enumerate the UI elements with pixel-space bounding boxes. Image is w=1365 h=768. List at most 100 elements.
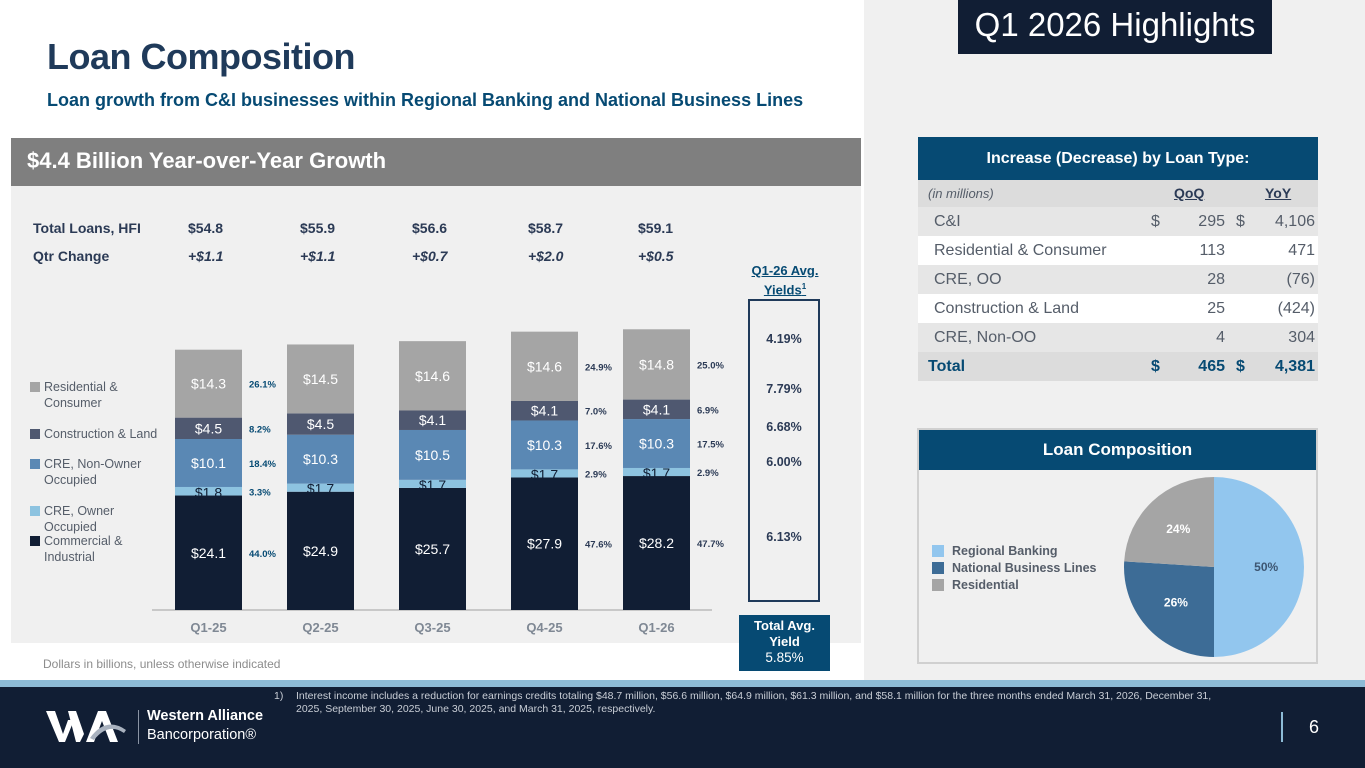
bar-segment	[175, 439, 242, 487]
currency-sign: $	[1236, 358, 1245, 375]
bar-value-label: $4.1	[419, 412, 446, 428]
legend-label: Residential	[952, 578, 1019, 592]
bar-value-label: $14.5	[303, 371, 338, 387]
pie-slice-label: 24%	[1166, 522, 1190, 536]
bar-segment	[175, 349, 242, 418]
total-avg-yield: Total Avg. Yield 5.85%	[739, 615, 830, 671]
legend-label: Regional Banking	[952, 544, 1058, 558]
bar-value-label: $10.3	[639, 436, 674, 452]
yield-value: 7.79%	[766, 382, 802, 396]
bar-value-label: $10.1	[191, 455, 226, 471]
pie-slice	[1124, 561, 1214, 657]
row-label: Total	[928, 358, 966, 375]
table-row: Residential & Consumer 113 471	[918, 236, 1318, 265]
bar-segment	[623, 399, 690, 420]
bar-value-label: $1.8	[195, 484, 222, 500]
bar-segment	[511, 469, 578, 478]
bar-segment	[175, 417, 242, 439]
legend-swatch	[30, 459, 40, 469]
company-subname: Bancorporation®	[147, 727, 257, 743]
qtr-change-value: +$1.1	[188, 248, 224, 264]
legend-swatch	[30, 506, 40, 516]
footer-accent-strip	[0, 680, 1365, 687]
qtr-change-value: +$0.5	[638, 248, 674, 264]
bar-percent-label: 7.0%	[585, 407, 607, 418]
legend-label: Residential & Consumer	[44, 380, 118, 410]
bar-percent-label: 47.7%	[697, 539, 724, 550]
bar-percent-label: 17.5%	[697, 440, 724, 451]
table-heading: Increase (Decrease) by Loan Type:	[918, 137, 1318, 180]
qtr-change-label: Qtr Change	[33, 248, 110, 264]
footnote-number: 1)	[274, 690, 284, 702]
qoq-value: 113	[1199, 242, 1225, 259]
bar-value-label: $14.6	[527, 358, 562, 374]
legend-label: National Business Lines	[952, 561, 1097, 575]
units-label: (in millions)	[928, 186, 994, 201]
bar-percent-label: 18.4%	[249, 459, 276, 470]
yield-value: 6.68%	[766, 420, 802, 434]
wa-logo-icon	[46, 711, 126, 742]
qoq-value: 28	[1207, 271, 1225, 288]
legend-swatch	[30, 382, 40, 392]
total-loans-value: $59.1	[638, 220, 674, 236]
bar-value-label: $1.7	[307, 481, 334, 497]
total-yield-label: Yield	[769, 634, 800, 649]
legend-label: Construction & Land	[44, 427, 158, 441]
bar-percent-label: 47.6%	[585, 540, 612, 551]
bar-value-label: $24.9	[303, 543, 338, 559]
legend-label: CRE, Owner Occupied	[44, 504, 115, 534]
bar-segment	[399, 479, 466, 488]
bar-percent-label: 2.9%	[585, 469, 607, 480]
bar-segment	[399, 429, 466, 480]
bar-segment	[399, 341, 466, 411]
bar-percent-label: 44.0%	[249, 549, 276, 560]
bar-segment	[623, 329, 690, 400]
page-number: 6	[1309, 717, 1320, 737]
table-row: Construction & Land 25 (424)	[918, 294, 1318, 323]
col-header-qoq: QoQ	[1174, 185, 1205, 201]
table-total-row: Total $ 465 $ 4,381	[918, 352, 1318, 381]
legend-swatch	[30, 429, 40, 439]
currency-sign: $	[1151, 358, 1160, 375]
bar-segment	[287, 483, 354, 492]
x-tick-label: Q1-26	[638, 620, 674, 635]
yields-heading: Q1-26 Avg. Yields1	[740, 263, 830, 298]
yield-value: 4.19%	[766, 332, 802, 346]
bar-value-label: $1.7	[419, 477, 446, 493]
yoy-value: 471	[1288, 242, 1315, 259]
company-name: Western Alliance	[147, 708, 264, 724]
x-tick-label: Q4-25	[526, 620, 562, 635]
footnote-text: Interest income includes a reduction for…	[296, 690, 1212, 715]
x-tick-label: Q1-25	[190, 620, 226, 635]
bar-segment	[399, 410, 466, 430]
bar-value-label: $1.7	[531, 466, 558, 482]
footnote: 1) Interest income includes a reduction …	[274, 690, 1226, 716]
bar-segment	[511, 477, 578, 610]
x-tick-label: Q3-25	[414, 620, 450, 635]
units-note: Dollars in billions, unless otherwise in…	[43, 657, 281, 671]
company-logo: Western Alliance Bancorporation®	[46, 708, 263, 749]
table-row: CRE, Non-OO 4 304	[918, 323, 1318, 352]
qoq-value: 25	[1207, 300, 1225, 317]
loan-type-table: Increase (Decrease) by Loan Type: (in mi…	[918, 137, 1318, 381]
bar-percent-label: 24.9%	[585, 362, 612, 373]
total-loans-value: $55.9	[300, 220, 336, 236]
qtr-change-value: +$1.1	[300, 248, 336, 264]
total-loans-value: $56.6	[412, 220, 448, 236]
highlights-badge: Q1 2026 Highlights	[958, 0, 1272, 54]
bar-percent-label: 26.1%	[249, 380, 276, 391]
bar-percent-label: 25.0%	[697, 360, 724, 371]
x-tick-label: Q2-25	[302, 620, 338, 635]
bar-segment	[623, 467, 690, 477]
row-label: CRE, OO	[934, 271, 1002, 288]
bar-segment	[511, 420, 578, 470]
table-row: C&I $ 295 $ 4,106	[918, 207, 1318, 236]
row-label: C&I	[934, 213, 961, 230]
page-title: Loan Composition	[47, 36, 355, 77]
bar-percent-label: 3.3%	[249, 487, 271, 498]
table-header-row: (in millions) QoQ YoY	[918, 180, 1318, 207]
bar-value-label: $14.3	[191, 376, 226, 392]
bar-percent-label: 8.2%	[249, 424, 271, 435]
